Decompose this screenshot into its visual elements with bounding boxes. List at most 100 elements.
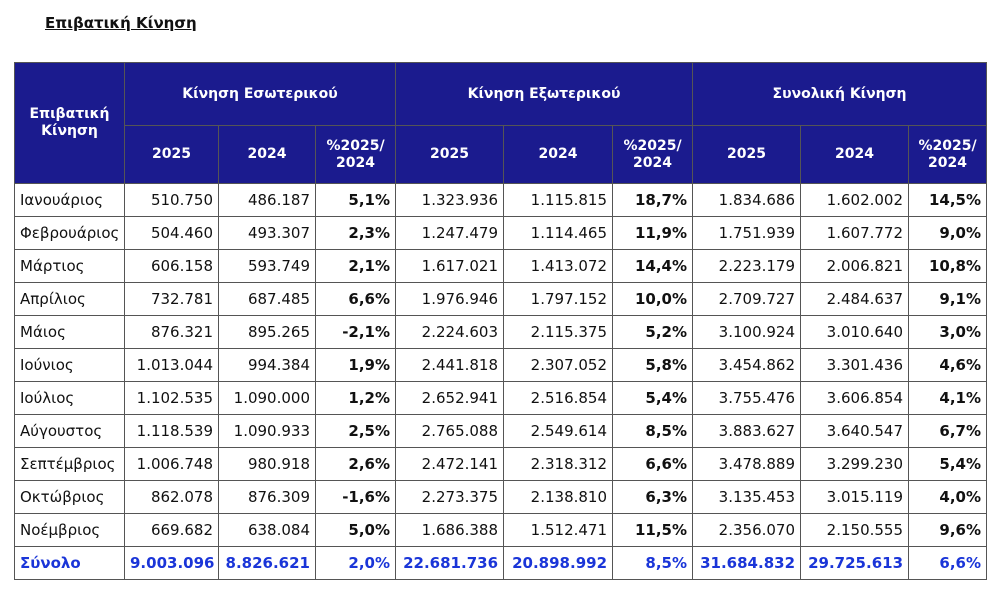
value-cell: 732.781	[124, 282, 219, 316]
value-cell: 2.318.312	[503, 447, 614, 481]
column-header: 2024	[218, 125, 316, 184]
column-header: 2025	[124, 125, 219, 184]
value-cell: 5,0%	[314, 513, 397, 547]
value-cell: 2.472.141	[395, 447, 505, 481]
value-cell: 1.617.021	[395, 249, 505, 283]
value-cell: 2.307.052	[503, 348, 614, 382]
value-cell: 14,4%	[612, 249, 694, 283]
value-cell: 9,0%	[908, 216, 988, 250]
value-cell: 1,9%	[314, 348, 397, 382]
value-cell: 2.150.555	[800, 513, 910, 547]
value-cell: 1.323.936	[395, 183, 505, 217]
value-cell: 2.549.614	[503, 414, 614, 448]
value-cell: 10,8%	[908, 249, 988, 283]
value-cell: 2.115.375	[503, 315, 614, 349]
value-cell: 1.013.044	[124, 348, 219, 382]
value-cell: -1,6%	[314, 480, 397, 514]
value-cell: 3.640.547	[800, 414, 910, 448]
column-header: %2025/ 2024	[612, 125, 694, 184]
corner-header: Επιβατική Κίνηση	[14, 62, 125, 184]
value-cell: 1.247.479	[395, 216, 505, 250]
value-cell: 638.084	[218, 513, 316, 547]
month-cell: Σεπτέμβριος	[14, 447, 125, 481]
value-cell: 862.078	[124, 480, 219, 514]
value-cell: 4,0%	[908, 480, 988, 514]
value-cell: 3.100.924	[692, 315, 802, 349]
data-row: Νοέμβριος 669.682 638.084 5,0% 1.686.388 1.51…	[14, 513, 988, 547]
value-cell: 486.187	[218, 183, 316, 217]
value-cell: 1.090.000	[218, 381, 316, 415]
data-row: Απρίλιος 732.781 687.485 6,6% 1.976.946 1.797…	[14, 282, 988, 316]
value-cell: 1.602.002	[800, 183, 910, 217]
data-row: Μάιος 876.321 895.265 -2,1% 2.224.603 2.115.3…	[14, 315, 988, 349]
value-cell: 5,1%	[314, 183, 397, 217]
value-cell: 493.307	[218, 216, 316, 250]
value-cell: 895.265	[218, 315, 316, 349]
value-cell: 994.384	[218, 348, 316, 382]
value-cell: 1,2%	[314, 381, 397, 415]
data-row: Ιανουάριος 510.750 486.187 5,1% 1.323.936 1.1…	[14, 183, 988, 217]
value-cell: 3.606.854	[800, 381, 910, 415]
value-cell: 3.135.453	[692, 480, 802, 514]
value-cell: 606.158	[124, 249, 219, 283]
total-cell: 8,5%	[612, 546, 694, 580]
value-cell: 2.709.727	[692, 282, 802, 316]
value-cell: 11,9%	[612, 216, 694, 250]
value-cell: 2.224.603	[395, 315, 505, 349]
value-cell: 4,1%	[908, 381, 988, 415]
group-header: Συνολική Κίνηση	[692, 62, 988, 126]
value-cell: 5,2%	[612, 315, 694, 349]
data-row: Ιούλιος 1.102.535 1.090.000 1,2% 2.652.941 2.…	[14, 381, 988, 415]
column-header: 2025	[692, 125, 802, 184]
month-cell: Ιανουάριος	[14, 183, 125, 217]
value-cell: 3.301.436	[800, 348, 910, 382]
data-row: Οκτώβριος 862.078 876.309 -1,6% 2.273.375 2.1…	[14, 480, 988, 514]
month-cell: Μάιος	[14, 315, 125, 349]
value-cell: 4,6%	[908, 348, 988, 382]
value-cell: 2.652.941	[395, 381, 505, 415]
value-cell: 2.273.375	[395, 480, 505, 514]
value-cell: 9,6%	[908, 513, 988, 547]
value-cell: 2,1%	[314, 249, 397, 283]
month-cell: Φεβρουάριος	[14, 216, 125, 250]
value-cell: 1.834.686	[692, 183, 802, 217]
value-cell: 2,5%	[314, 414, 397, 448]
value-cell: 669.682	[124, 513, 219, 547]
value-cell: 5,8%	[612, 348, 694, 382]
value-cell: 1.115.815	[503, 183, 614, 217]
value-cell: 1.090.933	[218, 414, 316, 448]
data-row: Σεπτέμβριος 1.006.748 980.918 2,6% 2.472.141…	[14, 447, 988, 481]
value-cell: 2.356.070	[692, 513, 802, 547]
total-cell: 29.725.613	[800, 546, 910, 580]
value-cell: 6,6%	[314, 282, 397, 316]
column-header: 2024	[503, 125, 614, 184]
group-header: Κίνηση Εξωτερικού	[395, 62, 694, 126]
total-cell: 2,0%	[314, 546, 397, 580]
value-cell: 1.118.539	[124, 414, 219, 448]
value-cell: 1.686.388	[395, 513, 505, 547]
value-cell: 5,4%	[908, 447, 988, 481]
value-cell: 5,4%	[612, 381, 694, 415]
value-cell: 1.976.946	[395, 282, 505, 316]
month-cell: Οκτώβριος	[14, 480, 125, 514]
value-cell: 1.512.471	[503, 513, 614, 547]
month-cell: Αύγουστος	[14, 414, 125, 448]
value-cell: 504.460	[124, 216, 219, 250]
value-cell: 2.006.821	[800, 249, 910, 283]
value-cell: 1.006.748	[124, 447, 219, 481]
value-cell: 8,5%	[612, 414, 694, 448]
value-cell: 18,7%	[612, 183, 694, 217]
data-row: Μάρτιος 606.158 593.749 2,1% 1.617.021 1.413.…	[14, 249, 988, 283]
value-cell: 2.516.854	[503, 381, 614, 415]
value-cell: 3,0%	[908, 315, 988, 349]
value-cell: 6,6%	[612, 447, 694, 481]
column-header: 2025	[395, 125, 505, 184]
total-cell: 8.826.621	[218, 546, 316, 580]
month-cell: Ιούνιος	[14, 348, 125, 382]
column-header: 2024	[800, 125, 910, 184]
month-cell: Ιούλιος	[14, 381, 125, 415]
value-cell: 1.751.939	[692, 216, 802, 250]
month-cell: Νοέμβριος	[14, 513, 125, 547]
subheader-row: 2025 2024 %2025/ 2024 2025 2024 %2025/ 2024 20…	[15, 125, 988, 184]
value-cell: 1.413.072	[503, 249, 614, 283]
